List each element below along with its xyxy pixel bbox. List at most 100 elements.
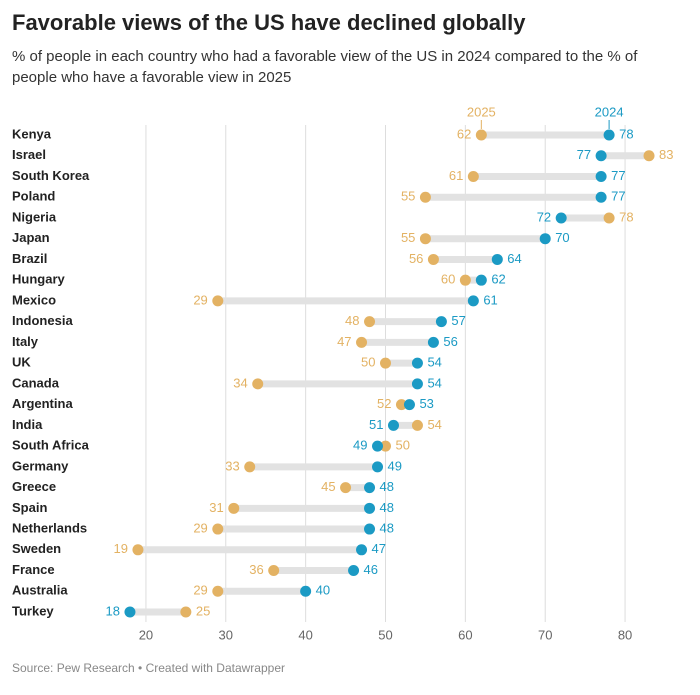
y-tick-label: Australia [12, 583, 68, 598]
value-label: 64 [507, 251, 521, 266]
y-tick-label: Mexico [12, 292, 56, 307]
value-label: 61 [483, 292, 497, 307]
value-label: 40 [316, 583, 330, 598]
value-label: 61 [449, 168, 463, 183]
value-label: 56 [443, 334, 457, 349]
value-label: 77 [611, 168, 625, 183]
dot [372, 461, 384, 473]
y-tick-label: South Korea [12, 168, 90, 183]
y-tick-label: Netherlands [12, 520, 87, 535]
dot [252, 378, 264, 390]
value-label: 83 [659, 147, 673, 162]
x-tick-label: 70 [538, 627, 552, 642]
dot [459, 274, 471, 286]
chart-title: Favorable views of the US have declined … [12, 10, 526, 35]
dot [212, 295, 224, 307]
value-label: 54 [427, 355, 441, 370]
y-tick-label: Brazil [12, 251, 47, 266]
dot [595, 191, 607, 203]
dot [212, 585, 224, 597]
value-label: 48 [380, 479, 394, 494]
value-label: 29 [193, 520, 207, 535]
dot [411, 357, 423, 369]
y-tick-label: Nigeria [12, 209, 57, 224]
y-tick-label: South Africa [12, 438, 90, 453]
dot [603, 129, 615, 141]
value-label: 78 [619, 126, 633, 141]
value-label: 72 [537, 209, 551, 224]
value-label: 47 [372, 541, 386, 556]
dot [603, 212, 615, 224]
dot [491, 253, 503, 265]
dot [340, 482, 352, 494]
value-label: 78 [619, 209, 633, 224]
value-label: 54 [427, 417, 441, 432]
chart-subtitle: % of people in each country who had a fa… [12, 48, 638, 86]
value-label: 50 [361, 355, 375, 370]
value-label: 49 [353, 438, 367, 453]
value-label: 60 [441, 272, 455, 287]
dot [435, 316, 447, 328]
dot [387, 419, 399, 431]
dot [595, 170, 607, 182]
dot [124, 606, 136, 618]
dot [427, 336, 439, 348]
dot [380, 440, 391, 452]
dot [427, 253, 439, 265]
dot [348, 565, 360, 577]
dot [300, 585, 312, 597]
y-tick-label: Greece [12, 479, 56, 494]
value-label: 55 [401, 230, 415, 245]
dot [364, 482, 376, 494]
value-label: 57 [451, 313, 465, 328]
legend-label: 2025 [467, 104, 496, 119]
legend-label: 2024 [595, 104, 624, 119]
value-label: 77 [611, 189, 625, 204]
dot [380, 357, 391, 369]
value-label: 31 [209, 500, 223, 515]
value-label: 53 [419, 396, 433, 411]
dot [403, 399, 415, 411]
value-label: 34 [233, 375, 247, 390]
y-tick-label: UK [12, 355, 31, 370]
value-label: 29 [193, 583, 207, 598]
value-label: 33 [225, 458, 239, 473]
value-label: 29 [193, 292, 207, 307]
dot [132, 544, 144, 556]
value-label: 50 [396, 438, 410, 453]
dot [244, 461, 256, 473]
value-label: 52 [377, 396, 391, 411]
y-tick-label: France [12, 562, 55, 577]
value-label: 62 [491, 272, 505, 287]
y-tick-label: Germany [12, 458, 69, 473]
value-label: 54 [427, 375, 441, 390]
y-tick-label: Sweden [12, 541, 61, 556]
value-label: 77 [577, 147, 591, 162]
value-label: 70 [555, 230, 569, 245]
dot [395, 399, 407, 411]
dot [356, 336, 368, 348]
y-tick-label: Kenya [12, 126, 52, 141]
x-tick-label: 60 [458, 627, 472, 642]
dot [595, 150, 607, 162]
value-label: 46 [364, 562, 378, 577]
y-tick-label: Italy [12, 334, 39, 349]
dot [539, 233, 551, 245]
dot [475, 274, 487, 286]
x-tick-label: 30 [219, 627, 233, 642]
value-label: 55 [401, 189, 415, 204]
value-label: 18 [105, 603, 119, 618]
value-label: 25 [196, 603, 210, 618]
dot [180, 606, 192, 618]
value-label: 48 [345, 313, 359, 328]
y-tick-label: Turkey [12, 603, 54, 618]
x-tick-label: 20 [139, 627, 153, 642]
value-label: 48 [380, 520, 394, 535]
value-label: 36 [249, 562, 263, 577]
value-label: 51 [369, 417, 383, 432]
value-label: 48 [380, 500, 394, 515]
dot [364, 523, 376, 535]
y-tick-label: Japan [12, 230, 50, 245]
y-tick-label: Israel [12, 147, 46, 162]
dot [372, 440, 384, 452]
